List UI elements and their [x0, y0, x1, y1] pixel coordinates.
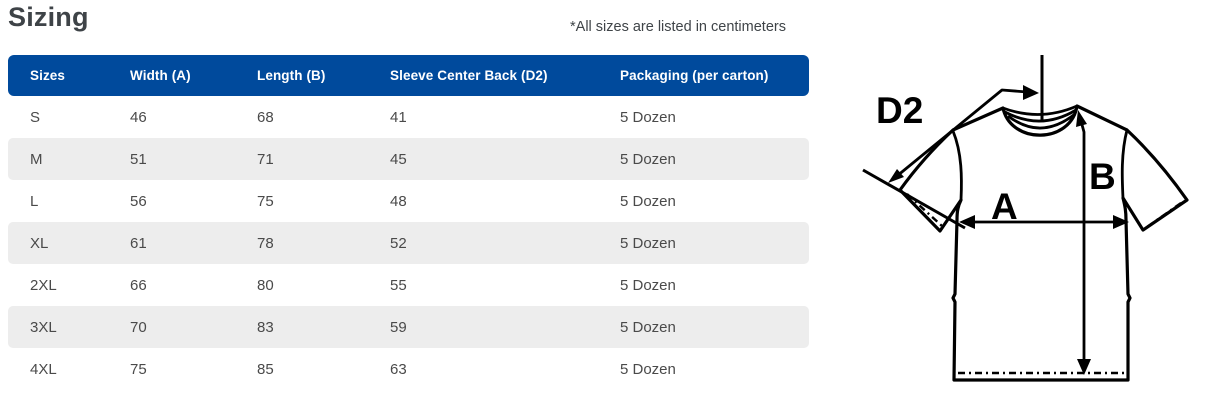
- column-header-width: Width (A): [130, 68, 191, 83]
- cell-sleeve: 45: [390, 150, 407, 168]
- cell-sleeve: 41: [390, 108, 407, 126]
- cell-length: 80: [257, 276, 274, 294]
- cell-size: 3XL: [30, 318, 57, 336]
- b-label: B: [1089, 156, 1116, 197]
- cell-length: 75: [257, 192, 274, 210]
- d2-extension-line: [862, 168, 966, 230]
- cell-packaging: 5 Dozen: [620, 360, 676, 378]
- cell-packaging: 5 Dozen: [620, 318, 676, 336]
- column-header-packaging: Packaging (per carton): [620, 68, 769, 83]
- tshirt-diagram-svg: D2 A B: [862, 55, 1189, 382]
- cell-length: 83: [257, 318, 274, 336]
- table-row-xl: XL 61 78 52 5 Dozen: [8, 222, 809, 264]
- cell-packaging: 5 Dozen: [620, 276, 676, 294]
- cell-sleeve: 48: [390, 192, 407, 210]
- table-row-3xl: 3XL 70 83 59 5 Dozen: [8, 306, 809, 348]
- table-row-s: S 46 68 41 5 Dozen: [8, 96, 809, 138]
- cell-packaging: 5 Dozen: [620, 108, 676, 126]
- cell-length: 71: [257, 150, 274, 168]
- cell-size: L: [30, 192, 39, 210]
- cell-size: M: [30, 150, 43, 168]
- cell-size: S: [30, 108, 41, 126]
- page-title: Sizing: [8, 2, 89, 32]
- cell-length: 85: [257, 360, 274, 378]
- table-row-l: L 56 75 48 5 Dozen: [8, 180, 809, 222]
- cell-sleeve: 55: [390, 276, 407, 294]
- d2-dimension-arrow: [888, 85, 1039, 183]
- cell-size: 2XL: [30, 276, 57, 294]
- tshirt-outline: [898, 104, 1189, 382]
- cell-width: 61: [130, 234, 147, 252]
- tshirt-measurement-diagram: D2 A B: [845, 0, 1210, 405]
- cell-width: 51: [130, 150, 147, 168]
- a-label: A: [991, 186, 1018, 227]
- cell-width: 56: [130, 192, 147, 210]
- table-row-2xl: 2XL 66 80 55 5 Dozen: [8, 264, 809, 306]
- sizing-table: Sizes Width (A) Length (B) Sleeve Center…: [8, 55, 809, 390]
- table-row-m: M 51 71 45 5 Dozen: [8, 138, 809, 180]
- cell-size: 4XL: [30, 360, 57, 378]
- cell-packaging: 5 Dozen: [620, 234, 676, 252]
- stitch-lines: [906, 193, 1182, 375]
- column-header-sizes: Sizes: [30, 68, 66, 83]
- cell-sleeve: 59: [390, 318, 407, 336]
- column-header-length: Length (B): [257, 68, 326, 83]
- cell-length: 68: [257, 108, 274, 126]
- b-dimension-arrow: [1076, 110, 1091, 375]
- cell-length: 78: [257, 234, 274, 252]
- cell-width: 75: [130, 360, 147, 378]
- cell-sleeve: 63: [390, 360, 407, 378]
- cell-width: 46: [130, 108, 147, 126]
- cell-sleeve: 52: [390, 234, 407, 252]
- cell-width: 66: [130, 276, 147, 294]
- cell-packaging: 5 Dozen: [620, 192, 676, 210]
- column-header-sleeve: Sleeve Center Back (D2): [390, 68, 548, 83]
- a-dimension-arrow: [959, 215, 1129, 229]
- armhole-seams: [951, 129, 1129, 201]
- cell-packaging: 5 Dozen: [620, 150, 676, 168]
- cell-size: XL: [30, 234, 49, 252]
- units-note: *All sizes are listed in centimeters: [570, 19, 786, 35]
- d2-label: D2: [876, 90, 923, 131]
- cell-width: 70: [130, 318, 147, 336]
- table-header-row: Sizes Width (A) Length (B) Sleeve Center…: [8, 55, 809, 96]
- table-row-4xl: 4XL 75 85 63 5 Dozen: [8, 348, 809, 390]
